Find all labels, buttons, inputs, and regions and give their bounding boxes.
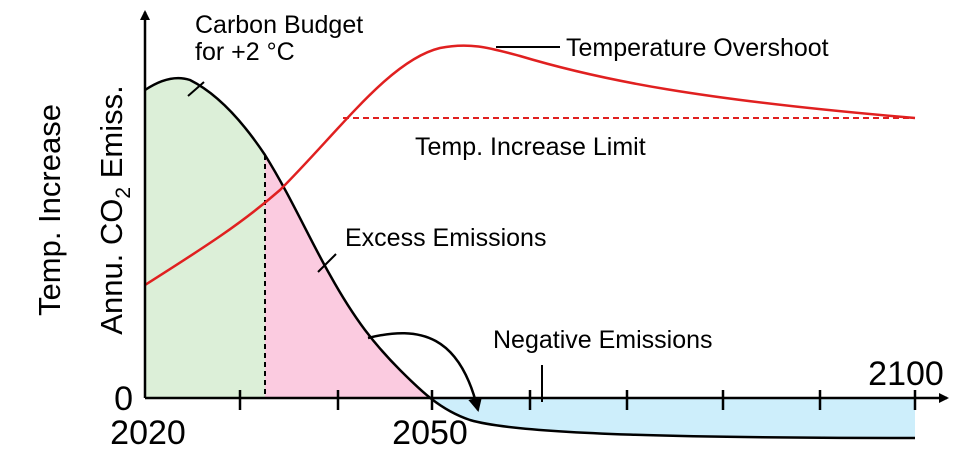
temperature-curve: [144, 44, 916, 287]
label: Excess Emissions: [345, 224, 546, 252]
y-label-part: Emiss.: [94, 85, 129, 187]
label: Negative Emissions: [493, 326, 713, 354]
budget-leader: [187, 81, 205, 97]
emissions-curve: [144, 76, 916, 440]
label: Temperature Overshoot: [566, 34, 829, 62]
transfer-arrow: [367, 331, 482, 412]
x-ticks: [238, 390, 917, 410]
excess-region: [265, 155, 432, 398]
budget-region: [145, 78, 265, 398]
y-label: Annu. CO2 Emiss.: [94, 85, 135, 334]
zero-label: 0: [114, 380, 133, 418]
label: Temp. Increase Limit: [415, 133, 646, 161]
excess-leader: [317, 253, 337, 273]
y-label-part: Annu. CO: [94, 199, 129, 335]
year-label: 2020: [110, 414, 186, 451]
year-label: 2100: [868, 355, 944, 393]
label: Carbon Budget: [195, 11, 363, 39]
label: for +2 °C: [195, 38, 295, 66]
y-label: Temp. Increase: [32, 104, 67, 316]
y-label-subscript: 2: [112, 187, 135, 199]
negative-region: [432, 398, 915, 438]
year-label: 2050: [392, 414, 468, 451]
